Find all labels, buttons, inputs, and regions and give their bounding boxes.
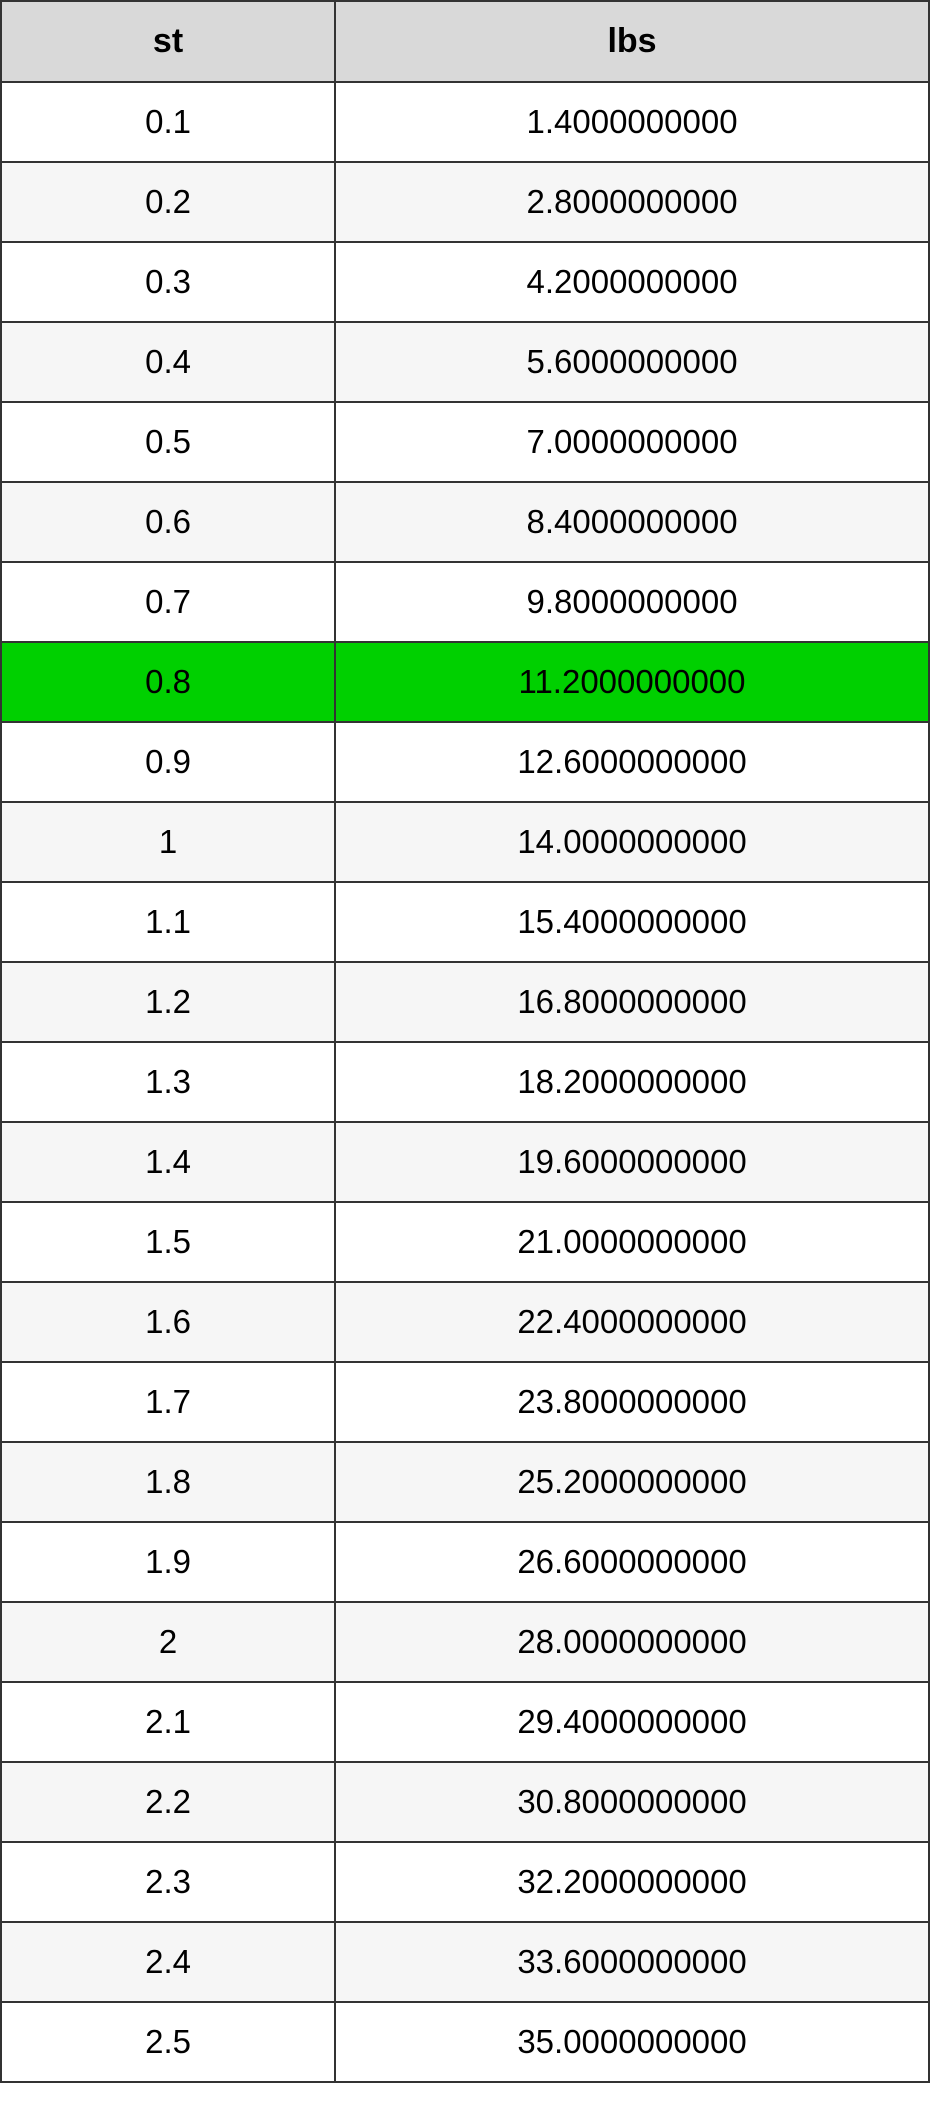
cell-st: 1.7	[1, 1362, 335, 1442]
cell-st: 0.5	[1, 402, 335, 482]
table-row: 1.521.0000000000	[1, 1202, 929, 1282]
cell-lbs: 19.6000000000	[335, 1122, 929, 1202]
cell-lbs: 23.8000000000	[335, 1362, 929, 1442]
cell-st: 0.7	[1, 562, 335, 642]
table-row: 1.926.6000000000	[1, 1522, 929, 1602]
column-header-st: st	[1, 1, 335, 82]
cell-lbs: 25.2000000000	[335, 1442, 929, 1522]
cell-st: 0.9	[1, 722, 335, 802]
cell-st: 0.4	[1, 322, 335, 402]
cell-lbs: 5.6000000000	[335, 322, 929, 402]
cell-st: 1.2	[1, 962, 335, 1042]
cell-lbs: 15.4000000000	[335, 882, 929, 962]
conversion-table: st lbs 0.11.40000000000.22.80000000000.3…	[0, 0, 930, 2083]
table-row: 1.318.2000000000	[1, 1042, 929, 1122]
cell-st: 2.4	[1, 1922, 335, 2002]
cell-st: 1.9	[1, 1522, 335, 1602]
cell-st: 2.5	[1, 2002, 335, 2082]
table-row: 114.0000000000	[1, 802, 929, 882]
cell-st: 0.2	[1, 162, 335, 242]
table-row: 0.912.6000000000	[1, 722, 929, 802]
table-row: 2.535.0000000000	[1, 2002, 929, 2082]
cell-st: 0.1	[1, 82, 335, 162]
table-row: 0.22.8000000000	[1, 162, 929, 242]
cell-lbs: 32.2000000000	[335, 1842, 929, 1922]
cell-lbs: 33.6000000000	[335, 1922, 929, 2002]
cell-lbs: 7.0000000000	[335, 402, 929, 482]
cell-lbs: 28.0000000000	[335, 1602, 929, 1682]
cell-st: 1.3	[1, 1042, 335, 1122]
cell-lbs: 4.2000000000	[335, 242, 929, 322]
cell-lbs: 8.4000000000	[335, 482, 929, 562]
cell-lbs: 1.4000000000	[335, 82, 929, 162]
table-row: 0.68.4000000000	[1, 482, 929, 562]
table-row: 1.216.8000000000	[1, 962, 929, 1042]
cell-lbs: 22.4000000000	[335, 1282, 929, 1362]
cell-lbs: 29.4000000000	[335, 1682, 929, 1762]
table-row: 0.45.6000000000	[1, 322, 929, 402]
cell-st: 2	[1, 1602, 335, 1682]
table-row: 0.57.0000000000	[1, 402, 929, 482]
cell-st: 1.5	[1, 1202, 335, 1282]
cell-st: 2.1	[1, 1682, 335, 1762]
cell-lbs: 2.8000000000	[335, 162, 929, 242]
table-row: 1.723.8000000000	[1, 1362, 929, 1442]
cell-lbs: 11.2000000000	[335, 642, 929, 722]
cell-st: 2.3	[1, 1842, 335, 1922]
table-row: 1.825.2000000000	[1, 1442, 929, 1522]
cell-lbs: 9.8000000000	[335, 562, 929, 642]
cell-st: 1.4	[1, 1122, 335, 1202]
table-row: 0.79.8000000000	[1, 562, 929, 642]
cell-lbs: 21.0000000000	[335, 1202, 929, 1282]
cell-st: 0.3	[1, 242, 335, 322]
table-header-row: st lbs	[1, 1, 929, 82]
table-row: 2.230.8000000000	[1, 1762, 929, 1842]
table-row: 2.129.4000000000	[1, 1682, 929, 1762]
table-row: 0.11.4000000000	[1, 82, 929, 162]
cell-lbs: 18.2000000000	[335, 1042, 929, 1122]
column-header-lbs: lbs	[335, 1, 929, 82]
table-row: 228.0000000000	[1, 1602, 929, 1682]
cell-lbs: 14.0000000000	[335, 802, 929, 882]
table-row: 1.419.6000000000	[1, 1122, 929, 1202]
table-row: 0.34.2000000000	[1, 242, 929, 322]
cell-lbs: 16.8000000000	[335, 962, 929, 1042]
cell-st: 1	[1, 802, 335, 882]
cell-st: 0.6	[1, 482, 335, 562]
cell-lbs: 26.6000000000	[335, 1522, 929, 1602]
table-row: 2.433.6000000000	[1, 1922, 929, 2002]
table-row: 2.332.2000000000	[1, 1842, 929, 1922]
cell-lbs: 12.6000000000	[335, 722, 929, 802]
cell-st: 0.8	[1, 642, 335, 722]
table-row: 1.115.4000000000	[1, 882, 929, 962]
cell-st: 2.2	[1, 1762, 335, 1842]
cell-lbs: 30.8000000000	[335, 1762, 929, 1842]
cell-st: 1.8	[1, 1442, 335, 1522]
cell-st: 1.1	[1, 882, 335, 962]
table-row: 1.622.4000000000	[1, 1282, 929, 1362]
table-row: 0.811.2000000000	[1, 642, 929, 722]
cell-st: 1.6	[1, 1282, 335, 1362]
cell-lbs: 35.0000000000	[335, 2002, 929, 2082]
